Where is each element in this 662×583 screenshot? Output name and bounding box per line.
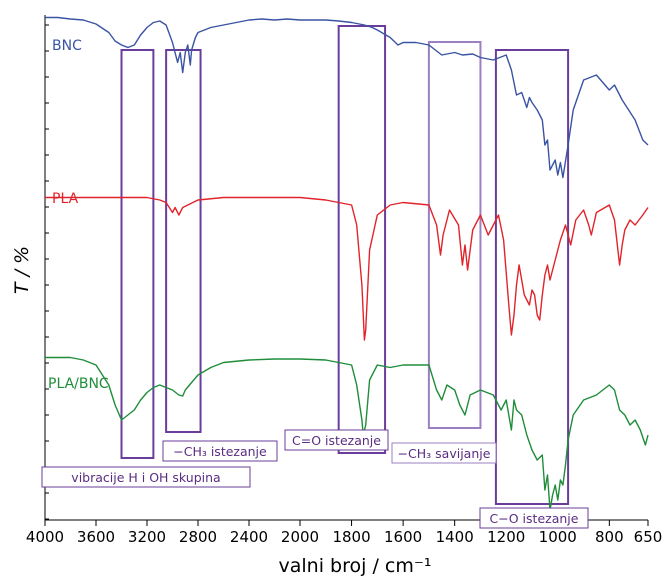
x-axis-title: valni broj / cm⁻¹ [279, 555, 432, 577]
annotation-box [165, 49, 202, 433]
x-tick-label: 1200 [487, 528, 525, 546]
series-layer [45, 16, 649, 511]
series-label: PLA/BNC [48, 376, 109, 392]
annotation-label-box [479, 507, 589, 529]
series-labels: BNC PLA PLA/BNC [48, 38, 109, 392]
y-axis-title: T / % [11, 246, 33, 294]
x-tick-label: 1400 [436, 528, 474, 546]
x-tick-label: 800 [595, 528, 624, 546]
annotation-labels: vibracije H i OH skupina −CH₃ istezanje C=… [41, 429, 589, 529]
annotation-label: −CH₃ savijanje [398, 446, 491, 461]
x-tick-label: 650 [634, 528, 662, 546]
annotation-box [120, 49, 155, 459]
x-tick-label: 2800 [179, 528, 217, 546]
annotation-box [337, 25, 387, 454]
annotation-label-box [284, 429, 389, 451]
axis-titles: valni broj / cm⁻¹ T / % [11, 246, 431, 577]
series-label: PLA [52, 191, 79, 207]
x-axis: 4000 3600 3200 2800 2400 2000 1800 1600 1400 1200… [26, 520, 662, 546]
annotation-label: C=O istezanje [292, 433, 381, 448]
annotation-label-box [162, 440, 278, 462]
annotation-label: −CH₃ istezanje [173, 444, 267, 459]
x-tick-label: 2000 [281, 528, 319, 546]
x-tick-label: 1000 [539, 528, 577, 546]
annotation-label: C−O istezanje [490, 511, 579, 526]
annotation-box [427, 41, 482, 429]
annotation-label: vibracije H i OH skupina [71, 470, 220, 485]
annotation-boxes [120, 25, 570, 505]
series-line-pla [45, 196, 649, 341]
x-tick-label: 1600 [384, 528, 422, 546]
annotation-label-box [41, 466, 251, 488]
x-tick-label: 2400 [230, 528, 268, 546]
series-line-bnc [45, 16, 649, 179]
series-line-pla-bnc [45, 356, 649, 511]
x-tick-label: 4000 [26, 528, 64, 546]
annotation-label-box [391, 442, 497, 464]
x-tick-label: 3600 [77, 528, 115, 546]
x-tick-label: 1800 [332, 528, 370, 546]
annotation-box [494, 49, 570, 505]
series-label: BNC [52, 38, 82, 54]
x-tick-label: 3200 [128, 528, 166, 546]
